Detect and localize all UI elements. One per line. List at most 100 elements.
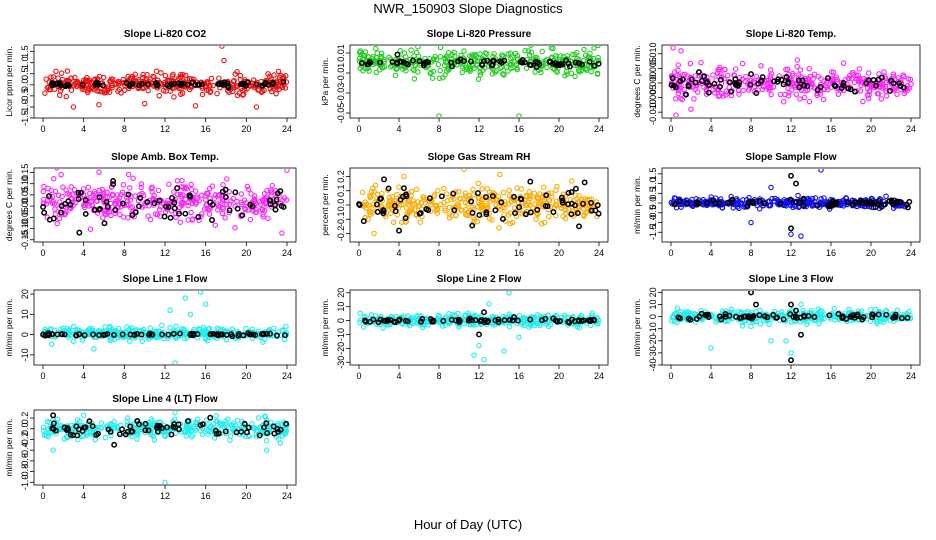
data-point xyxy=(189,79,196,86)
outlier-point xyxy=(748,219,754,226)
plot-frame xyxy=(661,289,921,366)
data-point xyxy=(532,201,538,207)
data-point xyxy=(402,215,409,222)
data-point xyxy=(275,83,282,89)
data-point xyxy=(446,214,453,221)
data-point xyxy=(230,195,236,202)
data-point xyxy=(54,220,60,227)
data-point xyxy=(849,201,856,208)
data-point xyxy=(75,189,82,196)
data-point xyxy=(682,309,689,315)
data-point xyxy=(262,199,269,206)
data-point xyxy=(770,84,777,90)
data-point xyxy=(367,194,373,201)
data-point xyxy=(442,207,448,214)
data-point xyxy=(64,82,71,89)
data-point xyxy=(527,209,534,216)
outlier-point xyxy=(172,411,178,416)
data-point xyxy=(375,319,382,326)
data-point xyxy=(193,427,199,433)
y-tick-label: 0.5 xyxy=(20,67,30,80)
data-point xyxy=(269,182,276,189)
data-point xyxy=(756,312,763,319)
data-point xyxy=(89,326,96,332)
data-point xyxy=(890,71,897,77)
data-point xyxy=(241,81,248,88)
data-point xyxy=(278,203,285,209)
data-point xyxy=(102,331,109,338)
data-point xyxy=(146,331,153,338)
data-point xyxy=(675,62,682,68)
data-point xyxy=(46,193,52,200)
data-point xyxy=(868,306,874,313)
data-point xyxy=(144,199,151,205)
data-point xyxy=(403,60,410,67)
data-point xyxy=(132,209,139,216)
data-point xyxy=(40,204,47,210)
outlier-point xyxy=(461,169,467,173)
data-point xyxy=(810,76,816,82)
y-tick-label: -0.2 xyxy=(336,226,346,242)
y-tick-label: -30 xyxy=(336,356,346,369)
data-point xyxy=(514,66,521,73)
data-point xyxy=(199,421,206,428)
data-point xyxy=(54,169,60,171)
data-point xyxy=(698,78,705,84)
data-point xyxy=(87,190,93,197)
x-tick-label: 16 xyxy=(201,371,211,381)
y-axis-label: ml/min per min. xyxy=(632,176,642,234)
data-point xyxy=(783,74,790,80)
data-point xyxy=(232,333,238,340)
data-point xyxy=(138,80,145,87)
data-point xyxy=(57,88,64,94)
data-point xyxy=(519,59,526,66)
data-point xyxy=(94,198,100,205)
data-point xyxy=(565,189,572,196)
data-point xyxy=(557,318,564,324)
data-point xyxy=(717,92,723,99)
data-point xyxy=(282,85,289,91)
data-point xyxy=(525,48,532,54)
data-point xyxy=(222,215,228,221)
data-point xyxy=(734,81,740,88)
data-point xyxy=(356,202,363,208)
data-point xyxy=(364,61,371,68)
data-point xyxy=(534,194,541,200)
outlier-point xyxy=(748,323,754,330)
data-point xyxy=(411,76,418,82)
data-point xyxy=(177,219,184,225)
data-point xyxy=(82,424,89,431)
data-point xyxy=(843,195,849,201)
data-point xyxy=(451,207,458,214)
data-point xyxy=(198,81,205,88)
data-point xyxy=(693,199,700,206)
data-point xyxy=(94,81,101,88)
x-tick-label: 0 xyxy=(356,248,361,258)
data-point xyxy=(753,90,760,97)
data-point xyxy=(173,323,179,330)
data-point xyxy=(560,203,566,209)
data-point xyxy=(669,318,675,324)
data-point xyxy=(280,78,287,85)
data-point xyxy=(411,207,418,213)
data-point xyxy=(358,62,365,69)
data-point xyxy=(183,185,190,192)
data-point xyxy=(451,49,457,56)
data-point xyxy=(187,332,194,338)
data-point xyxy=(391,202,398,209)
data-point xyxy=(876,197,882,204)
data-point xyxy=(73,332,80,339)
data-point xyxy=(583,65,589,71)
x-tick-label: 8 xyxy=(436,248,441,258)
plot-frame xyxy=(33,289,297,366)
data-point xyxy=(421,60,428,67)
data-point xyxy=(182,196,189,203)
data-point xyxy=(393,66,399,72)
outlier-point xyxy=(187,311,194,318)
data-point xyxy=(366,209,373,215)
y-tick-label: 1.5 xyxy=(20,45,30,58)
data-point xyxy=(241,420,248,427)
data-point xyxy=(425,207,432,214)
data-point xyxy=(588,199,595,206)
data-point xyxy=(232,71,238,77)
